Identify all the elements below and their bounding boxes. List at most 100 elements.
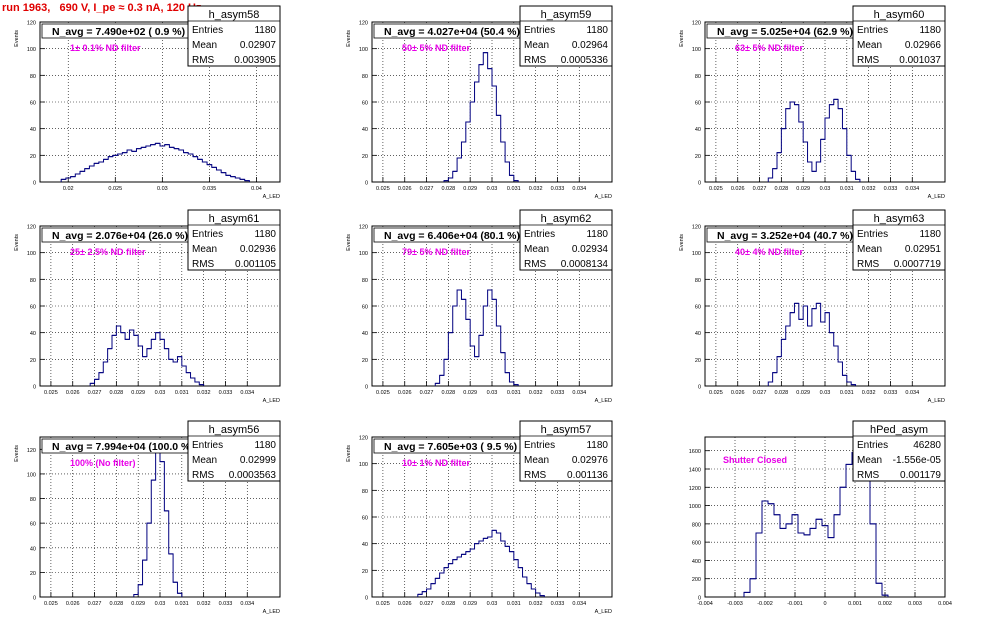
y-tick-label: 0 [365, 385, 368, 391]
x-tick-label: 0.027 [420, 390, 434, 396]
x-tick-label: 0.028 [109, 390, 123, 396]
x-tick-label: 0.03 [820, 186, 831, 192]
stats-label: Entries [524, 25, 555, 36]
x-tick-label: -0.003 [727, 601, 743, 607]
x-tick-label: 0.025 [108, 186, 122, 192]
y-tick-label: 120 [692, 21, 701, 27]
y-tick-label: 20 [30, 358, 36, 364]
stats-label: RMS [857, 55, 880, 66]
y-tick-label: 100 [359, 462, 368, 468]
stats-label: RMS [192, 470, 215, 481]
x-axis-label: A_LED [263, 194, 280, 200]
y-tick-label: 60 [362, 305, 368, 311]
y-tick-label: 100 [359, 251, 368, 257]
stats-label: Entries [857, 229, 888, 240]
stats-label: RMS [524, 259, 547, 270]
x-tick-label: 0.002 [878, 601, 892, 607]
stats-value: 0.001136 [567, 470, 608, 481]
histogram-panel-h_asym59: 0 20 40 60 80 100 120 0.025 0.026 0.027 0.028 0.029… [346, 5, 613, 200]
stats-box [187, 420, 281, 482]
x-tick-label: 0.034 [905, 186, 919, 192]
x-tick-label: 0.03 [487, 186, 498, 192]
y-tick-label: 60 [695, 305, 701, 311]
x-tick-label: 0.032 [529, 601, 543, 607]
stats-title: h_asym62 [541, 213, 592, 225]
x-tick-label: 0.033 [219, 601, 233, 607]
x-tick-label: 0.029 [131, 601, 145, 607]
x-tick-label: 0.029 [131, 390, 145, 396]
x-tick-label: 0.026 [731, 390, 745, 396]
stats-value: 0.0005336 [561, 55, 609, 66]
stats-label: Entries [192, 25, 223, 36]
x-tick-label: 0.025 [709, 390, 723, 396]
y-tick-label: 1600 [689, 449, 701, 455]
x-tick-label: 0.031 [507, 186, 521, 192]
x-tick-label: 0.027 [753, 390, 767, 396]
x-tick-label: 0.029 [463, 601, 477, 607]
x-axis-label: A_LED [928, 398, 945, 404]
histogram-panel-h_asym61: 0 20 40 60 80 100 120 0.025 0.026 0.027 0.028 0.029… [14, 209, 281, 404]
x-tick-label: 0.032 [862, 186, 876, 192]
stats-label: RMS [192, 259, 215, 270]
stats-label: RMS [524, 55, 547, 66]
y-tick-label: 80 [362, 278, 368, 284]
histogram-title: N_avg = 2.076e+04 (26.0 %) [52, 230, 188, 242]
y-axis-label: Events [14, 30, 20, 47]
stats-label: Mean [857, 244, 882, 255]
x-axis-label: A_LED [595, 609, 612, 615]
x-tick-label: 0.033 [219, 390, 233, 396]
y-tick-label: 0 [698, 181, 701, 187]
x-tick-label: 0.03 [820, 390, 831, 396]
x-tick-label: 0.025 [44, 390, 58, 396]
y-axis-label: Events [14, 234, 20, 251]
stats-value: 0.02934 [572, 244, 609, 255]
y-tick-label: 60 [362, 101, 368, 107]
x-tick-label: 0.033 [551, 601, 565, 607]
stats-value: 0.02966 [905, 40, 942, 51]
filter-annotation: 100% (No filter) [70, 458, 136, 468]
stats-value: 0.0008134 [561, 259, 609, 270]
y-tick-label: 60 [30, 305, 36, 311]
x-tick-label: 0.034 [572, 390, 586, 396]
filter-annotation: 25± 2.5% ND filter [70, 247, 146, 257]
x-tick-label: 0.028 [441, 390, 455, 396]
stats-box [852, 5, 946, 67]
stats-value: 0.0007719 [894, 259, 942, 270]
x-tick-label: 0.031 [840, 390, 854, 396]
x-tick-label: 0.032 [862, 390, 876, 396]
y-tick-label: 80 [362, 489, 368, 495]
x-tick-label: 0.03 [487, 390, 498, 396]
stats-value: 0.02936 [240, 244, 277, 255]
x-tick-label: -0.004 [697, 601, 713, 607]
y-tick-label: 20 [30, 571, 36, 577]
stats-value: 0.001105 [235, 259, 276, 270]
stats-label: RMS [524, 470, 547, 481]
y-tick-label: 80 [362, 74, 368, 80]
x-tick-label: 0.003 [908, 601, 922, 607]
x-tick-label: 0.025 [709, 186, 723, 192]
x-tick-label: 0.03 [155, 390, 166, 396]
histogram-title: N_avg = 7.605e+03 ( 9.5 %) [384, 441, 517, 453]
y-tick-label: 60 [30, 101, 36, 107]
stats-label: Mean [192, 244, 217, 255]
x-tick-label: 0.02 [63, 186, 74, 192]
stats-label: Entries [524, 440, 555, 451]
filter-annotation: 63± 5% ND filter [735, 43, 803, 53]
stats-label: Entries [192, 229, 223, 240]
x-axis-label: A_LED [595, 194, 612, 200]
stats-title: h_asym58 [209, 9, 260, 21]
stats-label: Mean [857, 40, 882, 51]
stats-title: h_asym59 [541, 9, 592, 21]
y-axis-label: Events [14, 445, 20, 462]
filter-annotation: 79± 5% ND filter [402, 247, 470, 257]
y-tick-label: 200 [692, 577, 701, 583]
histogram-panel-h_asym57: 0 20 40 60 80 100 120 0.025 0.026 0.027 0.028 0.029… [346, 420, 613, 615]
x-tick-label: 0.03 [155, 601, 166, 607]
y-tick-label: 100 [27, 47, 36, 53]
y-tick-label: 800 [692, 522, 701, 528]
x-tick-label: 0.028 [441, 601, 455, 607]
x-tick-label: 0.028 [774, 186, 788, 192]
stats-label: Mean [192, 455, 217, 466]
x-tick-label: 0.033 [551, 390, 565, 396]
